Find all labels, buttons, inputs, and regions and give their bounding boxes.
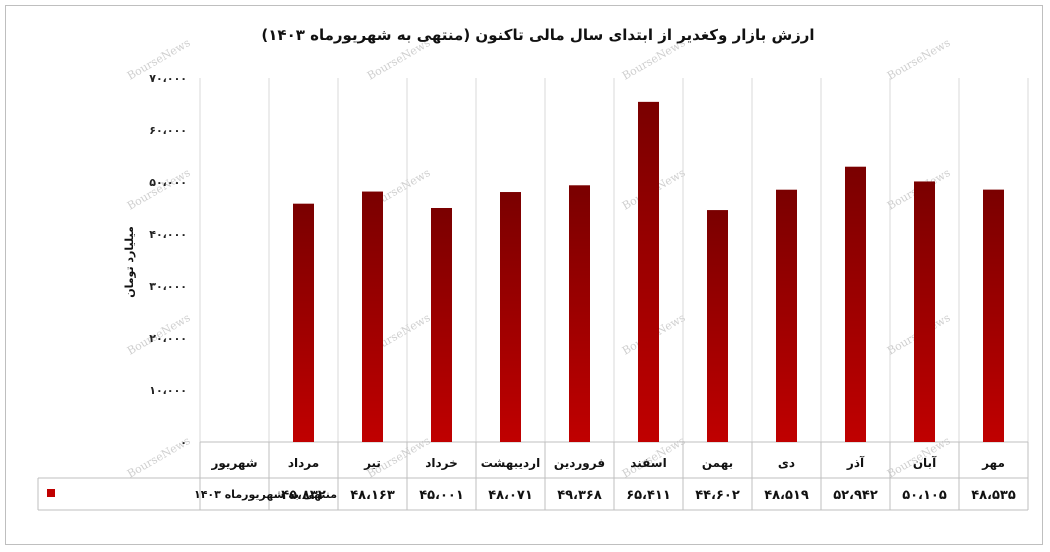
category-label: مهر [981, 456, 1005, 470]
y-tick-label: ۰ [180, 436, 187, 449]
bar [638, 101, 659, 443]
category-label: مرداد [288, 456, 319, 470]
value-label: ۴۴،۶۰۲ [695, 488, 740, 503]
category-label: فروردین [554, 456, 605, 471]
y-axis-ticks: ۰ ۱۰،۰۰۰ ۲۰،۰۰۰ ۳۰،۰۰۰ ۴۰،۰۰۰ ۵۰،۰۰۰ ۶۰،۰۰۰ ۷۰،… [149, 72, 187, 449]
bar [431, 207, 452, 442]
y-tick-label: ۳۰،۰۰۰ [149, 280, 187, 293]
value-label: ۴۹،۳۶۸ [557, 488, 602, 503]
category-label: بهمن [702, 456, 733, 470]
category-label: دی [778, 456, 795, 470]
y-axis-label: میلیارد تومان [123, 226, 136, 298]
category-label: اردیبهشت [481, 456, 540, 470]
bar [569, 185, 590, 442]
value-label: ۴۸،۵۱۹ [764, 488, 809, 503]
bar [845, 166, 866, 442]
vertical-gridlines [199, 78, 1029, 443]
watermarks: BourseNews BourseNews BourseNews BourseNews… [125, 36, 953, 481]
value-label: ۵۰،۱۰۵ [902, 488, 947, 503]
value-label: ۴۵،۰۰۱ [419, 488, 464, 503]
category-label: اسفند [630, 456, 666, 470]
watermark-text: BourseNews [885, 36, 953, 83]
bar [776, 189, 797, 442]
watermark-text: BourseNews [125, 166, 193, 213]
y-tick-label: ۴۰،۰۰۰ [149, 228, 187, 241]
bar [707, 210, 728, 442]
chart-title: ارزش بازار وکغدیر از ابتدای سال مالی تاک… [261, 26, 814, 44]
legend-key [47, 489, 55, 497]
y-tick-label: ۷۰،۰۰۰ [149, 72, 187, 85]
category-label: شهریور [210, 456, 257, 471]
category-label: تیر [363, 456, 381, 470]
bar [983, 189, 1004, 442]
y-tick-label: ۵۰،۰۰۰ [149, 176, 187, 189]
chart-frame [5, 5, 1043, 545]
category-label: آبان [913, 455, 937, 470]
bar [914, 181, 935, 443]
bar [362, 191, 383, 442]
category-label: آذر [846, 455, 865, 470]
bar [500, 192, 521, 442]
value-label: ۴۸،۰۷۱ [488, 488, 533, 503]
y-tick-label: ۲۰،۰۰۰ [149, 332, 187, 345]
value-label: ۵۲،۹۴۲ [833, 488, 878, 503]
bars [293, 101, 1004, 443]
value-label: ۶۵،۴۱۱ [626, 488, 671, 503]
value-label: ۴۸،۱۶۳ [350, 488, 395, 503]
value-label: ۴۸،۵۳۵ [971, 488, 1016, 503]
series-name: منتهی به شهریورماه ۱۴۰۳ [194, 488, 337, 501]
data-table: شهریور مرداد تیر خرداد اردیبهشت فروردین اسفند ب… [37, 442, 1029, 511]
category-label: خرداد [425, 456, 458, 470]
y-tick-label: ۱۰،۰۰۰ [149, 384, 187, 397]
value-label: ۴۵،۸۳۲ [281, 488, 326, 503]
bar [293, 203, 314, 442]
y-tick-label: ۶۰،۰۰۰ [149, 124, 187, 137]
